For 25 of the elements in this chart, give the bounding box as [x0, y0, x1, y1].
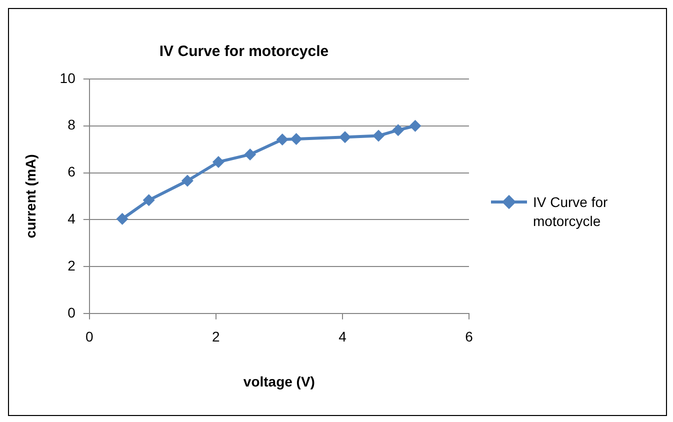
- point: [338, 131, 351, 144]
- y-tick-label: 2: [68, 257, 76, 274]
- point: [290, 133, 302, 146]
- y-tick-label: 0: [68, 304, 76, 320]
- legend-label: IV Curve for motorcycle: [533, 193, 609, 231]
- y-tick-label: 4: [68, 210, 76, 226]
- x-axis-title: voltage (V): [243, 373, 315, 390]
- y-tick-label: 8: [68, 116, 76, 133]
- y-tick-label: 10: [60, 70, 76, 86]
- point: [276, 133, 288, 146]
- x-tick-label: 6: [465, 328, 474, 345]
- point: [212, 156, 224, 168]
- point: [244, 148, 256, 160]
- point: [181, 174, 194, 187]
- point: [409, 120, 422, 132]
- x-tick-label: 4: [338, 328, 347, 345]
- y-tick-label: 6: [68, 164, 76, 180]
- y-axis-title: current (mA): [22, 154, 38, 238]
- point: [392, 124, 404, 136]
- chart-title: IV Curve for motorcycle: [159, 43, 329, 60]
- point: [116, 212, 128, 225]
- x-tick-label: 0: [85, 328, 94, 345]
- point: [142, 194, 155, 206]
- point: [372, 130, 385, 142]
- x-tick-label: 2: [212, 328, 220, 345]
